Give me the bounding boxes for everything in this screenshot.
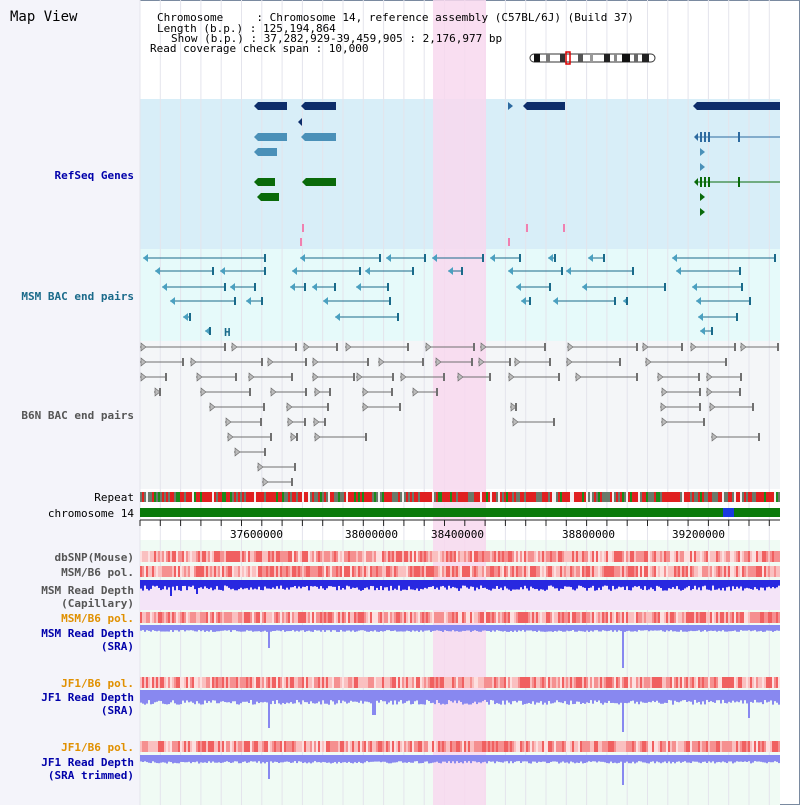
track-label-jf1-b6-pol-1[interactable]: JF1/B6 pol. xyxy=(61,677,134,690)
axis-tick-label: 37600000 xyxy=(230,528,283,541)
track-label-jf1-depth-sra-sub: (SRA) xyxy=(100,704,134,717)
track-label-msm-bac[interactable]: MSM BAC end pairs xyxy=(21,290,134,303)
map-view-title: Map View xyxy=(10,9,78,25)
track-label-msm-depth-sra-sub: (SRA) xyxy=(100,640,134,653)
track-label-chromosome: chromosome 14 xyxy=(47,507,134,520)
vertical-gridlines xyxy=(139,0,770,805)
track-label-jf1-depth-trimmed-sub: (SRA trimmed) xyxy=(47,769,134,782)
refseq-gene-features[interactable] xyxy=(254,102,780,246)
position-axis: 37600000 38000000 38400000 38800000 39200000 xyxy=(139,519,780,541)
chromosome-bar[interactable] xyxy=(140,508,780,517)
info-show-range: Show (b.p.) : 37,282,929-39,459,905 : 2,… xyxy=(171,32,503,45)
info-chromosome: Chromosome : Chromosome 14, reference as… xyxy=(157,11,634,24)
chromosome-ideogram[interactable] xyxy=(529,51,656,65)
track-label-dbsnp[interactable]: dbSNP(Mouse) xyxy=(54,551,134,564)
track-label-msm-b6-pol-2[interactable]: MSM/B6 pol. xyxy=(61,612,134,625)
axis-tick-label: 38800000 xyxy=(562,528,615,541)
track-label-repeat[interactable]: Repeat xyxy=(94,491,134,504)
track-label-jf1-b6-pol-2[interactable]: JF1/B6 pol. xyxy=(61,741,134,754)
read-depth-histograms[interactable] xyxy=(140,580,780,785)
svg-text:H: H xyxy=(224,326,231,339)
selection-highlight[interactable] xyxy=(433,0,486,805)
track-label-b6n-bac[interactable]: B6N BAC end pairs xyxy=(21,409,134,422)
track-label-msm-depth-capillary[interactable]: MSM Read Depth xyxy=(41,584,134,597)
track-label-jf1-depth-trimmed[interactable]: JF1 Read Depth xyxy=(41,756,134,769)
track-label-msm-b6-pol-1[interactable]: MSM/B6 pol. xyxy=(61,566,134,579)
b6n-bac-end-pair-features[interactable] xyxy=(140,342,779,487)
info-read-coverage: Read coverage check span : 10,000 xyxy=(150,42,369,55)
track-label-msm-depth-sra[interactable]: MSM Read Depth xyxy=(41,627,134,640)
track-label-refseq[interactable]: RefSeq Genes xyxy=(54,169,134,182)
axis-tick-label: 38000000 xyxy=(345,528,398,541)
track-label-sidebar xyxy=(0,0,140,805)
track-label-jf1-depth-sra[interactable]: JF1 Read Depth xyxy=(41,691,134,704)
axis-tick-label: 38400000 xyxy=(431,528,484,541)
info-length: Length (b.p.) : 125,194,864 xyxy=(157,22,336,35)
axis-tick-label: 39200000 xyxy=(672,528,725,541)
msm-bac-end-pair-features[interactable]: H xyxy=(143,254,776,339)
polymorphism-bands[interactable] xyxy=(140,551,780,752)
track-label-msm-depth-capillary-sub: (Capillary) xyxy=(61,597,134,610)
repeat-track[interactable] xyxy=(140,492,780,502)
